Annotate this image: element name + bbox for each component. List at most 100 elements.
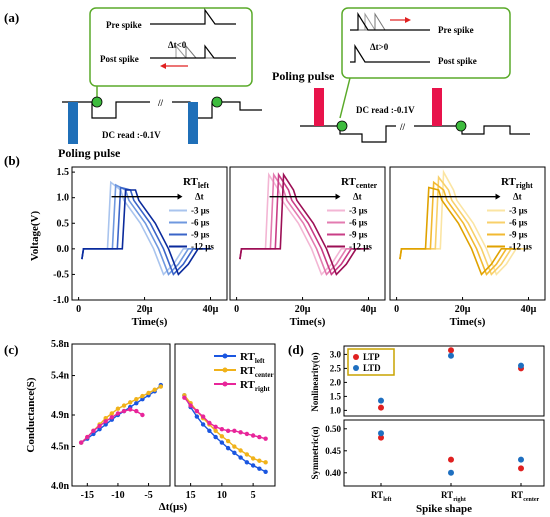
poling-label-right: Poling pulse [272, 69, 335, 83]
panel-d-point-ltd [518, 362, 524, 369]
panel-d-ytick-label-bottom: 0.50 [325, 424, 341, 434]
panel-c-point [232, 450, 237, 456]
panel-d-legend-label: LTD [363, 363, 381, 373]
panel-d-point-sym-ltd [518, 456, 524, 463]
panel-c-point [238, 448, 243, 453]
panel-c-ytick-label: 4.9n [51, 410, 70, 421]
panel-c-xtick-label-left: -10 [111, 490, 124, 501]
panel-a-left: Pre spike Post spike Δt<0 // DC read :-0… [58, 7, 262, 160]
panel-c-point [263, 460, 268, 465]
node-right-2 [455, 120, 467, 132]
panel-c-point [134, 400, 139, 406]
panel-b-xlabel: Time(s) [132, 316, 168, 328]
panel-b-ytick-label: -0.5 [53, 269, 69, 280]
panel-b-ytick-label: 1.0 [57, 193, 70, 204]
dt-label-right: Δt>0 [370, 42, 389, 52]
panel-b-frame-0 [71, 166, 228, 301]
panel-c-point [238, 430, 243, 435]
panel-d-ytick-label-bottom: 0.45 [325, 446, 341, 456]
panel-d-point-ltd [448, 352, 454, 359]
panel-c-point [115, 406, 121, 411]
panel-c-ytick-label: 4.0n [51, 481, 70, 492]
panel-c-point [109, 415, 115, 420]
panel-b-xtick-label: 20μ [295, 304, 311, 315]
panel-b-frame-2 [389, 166, 546, 301]
panel-d-frame-bottom [343, 419, 545, 487]
panel-c-point [250, 463, 256, 468]
panel-a-right: Pre spike Δt>0 Post spike Poling pulse /… [272, 7, 530, 143]
panel-c-legend-label: RTcenter [240, 365, 274, 379]
panel-d-point-sym-ltp [378, 434, 384, 441]
pre-spike-wave-right [350, 11, 430, 31]
panel-b-ytick-label: 0.0 [57, 244, 70, 255]
panel-c-point [244, 460, 250, 465]
panel-d-point-ltp [378, 404, 384, 411]
panel-c-point [194, 408, 200, 414]
timeline-right-1 [300, 125, 396, 143]
panel-c-point [121, 408, 127, 414]
panel-b-title-1: RTcenter [341, 176, 378, 190]
panel-d-xtick-label: RTleft [371, 490, 392, 503]
panel-b-xtick-label: 20μ [137, 304, 153, 315]
panel-b-ytick-label: 1.5 [57, 167, 70, 178]
panel-c-point [103, 419, 108, 424]
panel-d-ytick-label-top: 3.0 [330, 349, 342, 359]
panel-b-dt-label: Δt [513, 192, 522, 202]
panel-c-point [263, 469, 268, 474]
panel-c-point [140, 397, 145, 402]
panel-c-point [152, 387, 157, 392]
panel-b-series-0-3 [81, 189, 212, 276]
panel-c-point [219, 434, 225, 439]
panel-c-point [194, 414, 200, 419]
panel-c-point [140, 393, 145, 399]
panel-b-xtick-label: 0 [394, 304, 399, 315]
panel-d-point-ltd [378, 397, 384, 404]
post-spike-label-left: Post spike [100, 54, 139, 64]
panel-c-point [213, 424, 218, 430]
panel-b-legend-label: -3 μs [349, 205, 368, 215]
panel-c-point [103, 415, 108, 421]
panel-c-point [232, 428, 237, 433]
panel-label-d: (d) [288, 342, 304, 357]
panel-c-point [250, 433, 256, 438]
callout-box-right [341, 7, 511, 79]
panel-b-ytick-label: 0.5 [57, 218, 70, 229]
panel-c-xtick-label-left: -15 [81, 490, 94, 501]
poling-pulse-right-2 [432, 88, 442, 126]
panel-b-ylabel: Voltage(V) [29, 211, 41, 262]
panel-c-point [238, 455, 243, 460]
panel-c-point [85, 434, 90, 440]
panel-d-legend-marker [353, 365, 359, 371]
panel-c-ylabel: Conductance(S) [25, 377, 37, 453]
panel-b-legend-label: -12 μs [509, 241, 532, 251]
panel-c-legend-label: RTright [240, 379, 270, 393]
panel-c-point [146, 390, 151, 396]
panel-c-point [207, 420, 212, 426]
panel-label-c: (c) [4, 342, 18, 357]
panel-c-point [219, 427, 225, 432]
panel-c-point [200, 414, 206, 419]
panel-d-ytick-label-bottom: 0.40 [325, 468, 341, 478]
panel-c-point [225, 428, 231, 433]
panel-c-point [140, 412, 145, 418]
panel-c-point [244, 431, 250, 437]
panel-c-point [78, 440, 84, 445]
panel-c-legend-marker [222, 367, 228, 373]
break-mark-left: // [157, 98, 164, 108]
panel-c-ytick-label: 5.8n [51, 339, 70, 350]
panel-b-legend-label: -9 μs [509, 229, 528, 239]
panel-b-xlabel: Time(s) [450, 316, 486, 328]
dt-label-left: Δt<0 [168, 40, 187, 50]
panel-c-point [225, 438, 231, 444]
panel-b-frame-1 [229, 166, 386, 301]
panel-d-xtick-label: RTright [441, 490, 466, 503]
panel-c-ytick-label: 5.4n [51, 371, 70, 382]
panel-d-legend-marker [353, 354, 359, 360]
panel-b-legend-label: -3 μs [191, 205, 210, 215]
panel-c-point [257, 434, 262, 440]
panel-c-point [232, 444, 237, 449]
panel-c-point [225, 445, 231, 451]
arrow-head-right [405, 17, 411, 23]
break-mark-right: // [399, 122, 406, 132]
